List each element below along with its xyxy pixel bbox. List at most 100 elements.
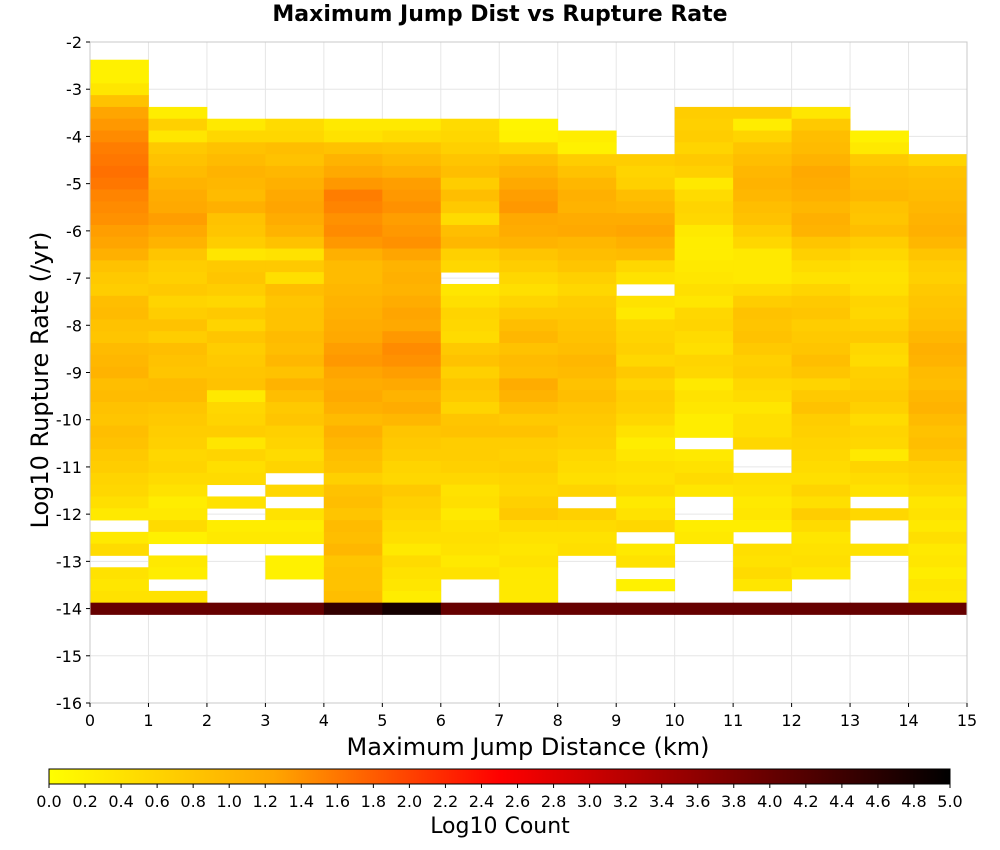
heatmap-cell bbox=[616, 331, 676, 344]
x-tick-label: 8 bbox=[553, 711, 563, 730]
heatmap-cell bbox=[791, 307, 851, 320]
heatmap-cell bbox=[90, 272, 149, 285]
heatmap-cell bbox=[265, 378, 325, 391]
heatmap-cell bbox=[323, 342, 383, 356]
heatmap-cell bbox=[206, 366, 266, 379]
heatmap-cell bbox=[908, 248, 968, 261]
heatmap-cell bbox=[90, 579, 149, 592]
heatmap-cell bbox=[791, 165, 851, 179]
heatmap-cell bbox=[382, 472, 442, 486]
heatmap-cell bbox=[908, 378, 968, 391]
heatmap-cell bbox=[850, 236, 909, 249]
heatmap-cell bbox=[265, 402, 325, 415]
heatmap-cell bbox=[90, 425, 149, 438]
heatmap-cell bbox=[674, 520, 734, 533]
heatmap-cell bbox=[440, 555, 500, 568]
heatmap-cell bbox=[499, 520, 559, 533]
heatmap-cell bbox=[90, 201, 149, 214]
heatmap-cell bbox=[206, 260, 266, 273]
heatmap-cell bbox=[382, 555, 442, 568]
heatmap-cell bbox=[323, 413, 383, 427]
y-tick-label: -6 bbox=[66, 222, 82, 241]
heatmap-cell bbox=[440, 520, 500, 533]
x-tick-label: 7 bbox=[494, 711, 504, 730]
heatmap-cell bbox=[850, 378, 909, 391]
heatmap-cell bbox=[733, 437, 792, 450]
heatmap-cell bbox=[791, 260, 851, 273]
heatmap-cell bbox=[908, 402, 968, 415]
heatmap-cell bbox=[323, 295, 383, 308]
heatmap-cell bbox=[908, 201, 968, 214]
heatmap-cell bbox=[733, 508, 792, 521]
heatmap-cell bbox=[382, 461, 442, 474]
heatmap-cell bbox=[499, 590, 559, 604]
colorbar-tick-label: 1.2 bbox=[253, 792, 278, 811]
heatmap-cell bbox=[557, 602, 617, 615]
heatmap-cell bbox=[674, 272, 734, 285]
heatmap-cell bbox=[382, 496, 442, 509]
heatmap-cell bbox=[440, 201, 500, 214]
heatmap-cell bbox=[850, 224, 909, 238]
heatmap-cell bbox=[557, 283, 617, 297]
heatmap-cell bbox=[148, 366, 208, 379]
heatmap-cell bbox=[499, 260, 559, 273]
heatmap-cell bbox=[148, 402, 208, 415]
colorbar-tick-label: 1.0 bbox=[216, 792, 241, 811]
heatmap-cell bbox=[616, 461, 676, 474]
heatmap-cell bbox=[674, 472, 734, 486]
y-tick-label: -2 bbox=[66, 33, 82, 52]
heatmap-cell bbox=[733, 189, 792, 202]
heatmap-cell bbox=[908, 236, 968, 249]
heatmap-cell bbox=[499, 567, 559, 580]
heatmap-cell bbox=[908, 602, 968, 615]
heatmap-cell bbox=[148, 331, 208, 344]
heatmap-cell bbox=[557, 461, 617, 474]
heatmap-cell bbox=[90, 189, 149, 202]
heatmap-cell bbox=[850, 449, 909, 462]
heatmap-cell bbox=[557, 366, 617, 379]
heatmap-cell bbox=[440, 295, 500, 308]
heatmap-cell bbox=[323, 224, 383, 238]
heatmap-cell bbox=[440, 154, 500, 167]
heatmap-cell bbox=[674, 342, 734, 356]
colorbar-tick-label: 4.6 bbox=[865, 792, 890, 811]
heatmap-cell bbox=[733, 378, 792, 391]
heatmap-cell bbox=[850, 213, 909, 226]
heatmap-cell bbox=[265, 461, 325, 474]
heatmap-cell bbox=[323, 354, 383, 367]
heatmap-cell bbox=[499, 484, 559, 497]
colorbar-tick-label: 2.4 bbox=[469, 792, 494, 811]
heatmap-cell bbox=[206, 342, 266, 356]
heatmap-cell bbox=[733, 260, 792, 273]
heatmap-cell bbox=[616, 354, 676, 367]
heatmap-cell bbox=[791, 461, 851, 474]
heatmap-cell bbox=[616, 295, 676, 308]
heatmap-cell bbox=[674, 118, 734, 131]
heatmap-cell bbox=[265, 319, 325, 332]
heatmap-cell bbox=[733, 272, 792, 285]
heatmap-cell bbox=[90, 319, 149, 332]
heatmap-cell bbox=[850, 461, 909, 474]
heatmap-cell bbox=[382, 165, 442, 179]
heatmap-cell bbox=[90, 177, 149, 190]
heatmap-cell bbox=[557, 260, 617, 273]
heatmap-cell bbox=[440, 425, 500, 438]
heatmap-cell bbox=[908, 390, 968, 403]
heatmap-cell bbox=[440, 165, 500, 179]
heatmap-cell bbox=[791, 130, 851, 143]
heatmap-cell bbox=[148, 224, 208, 238]
heatmap-cell bbox=[206, 531, 266, 545]
heatmap-cell bbox=[90, 449, 149, 462]
heatmap-cell bbox=[265, 366, 325, 379]
heatmap-cell bbox=[733, 201, 792, 214]
heatmap-cell bbox=[90, 165, 149, 179]
heatmap-cell bbox=[850, 437, 909, 450]
heatmap-cell bbox=[499, 402, 559, 415]
heatmap-cell bbox=[323, 484, 383, 497]
x-tick-label: 2 bbox=[202, 711, 212, 730]
heatmap-cell bbox=[148, 520, 208, 533]
heatmap-cell bbox=[908, 567, 968, 580]
heatmap-cell bbox=[90, 590, 149, 604]
heatmap-cell bbox=[265, 520, 325, 533]
